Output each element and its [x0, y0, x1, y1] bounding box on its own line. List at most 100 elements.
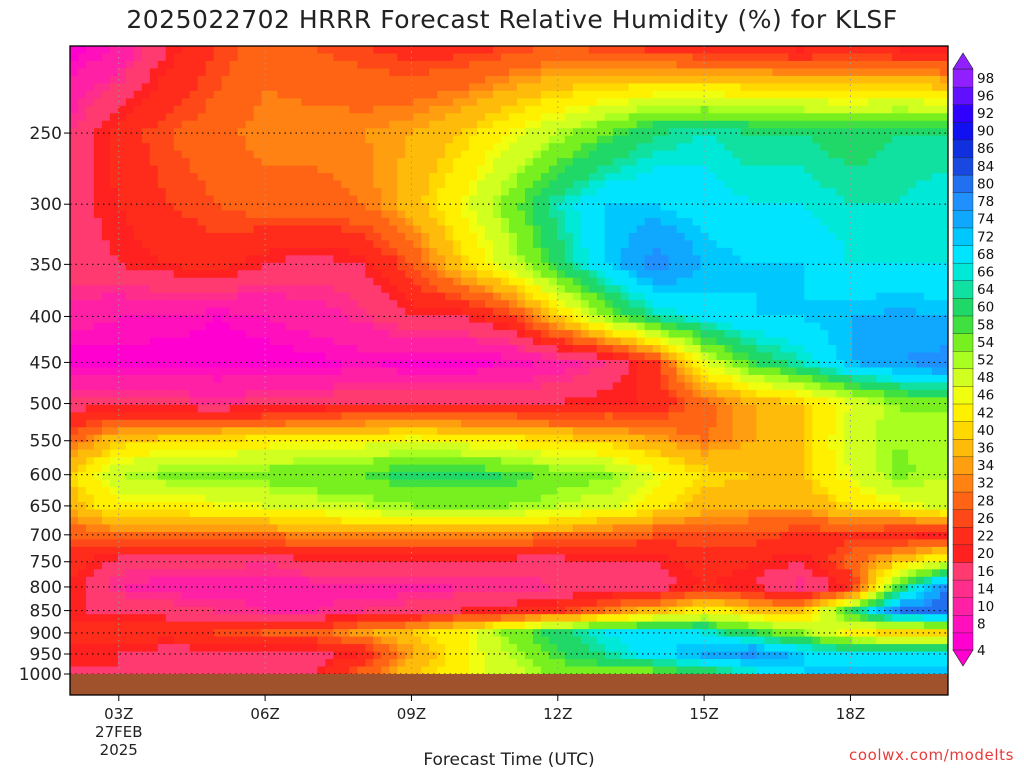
heatmap-cell: [277, 173, 287, 182]
heatmap-cell: [469, 277, 478, 286]
heatmap-cell: [772, 307, 781, 316]
heatmap-cell: [772, 285, 781, 294]
heatmap-cell: [836, 158, 845, 167]
heatmap-cell: [125, 165, 135, 174]
heatmap-cell: [556, 210, 566, 219]
heatmap-cell: [692, 195, 702, 204]
heatmap-cell: [437, 337, 446, 346]
heatmap-cell: [628, 330, 638, 339]
heatmap-cell: [477, 195, 486, 204]
heatmap-cell: [469, 292, 478, 301]
heatmap-cell: [493, 367, 502, 376]
heatmap-cell: [293, 322, 303, 331]
heatmap-cell: [397, 337, 406, 346]
heatmap-cell: [269, 232, 279, 241]
heatmap-cell: [628, 367, 638, 376]
heatmap-cell: [644, 46, 654, 55]
heatmap-cell: [820, 68, 829, 77]
heatmap-cell: [341, 68, 350, 77]
heatmap-cell: [788, 337, 797, 346]
heatmap-cell: [756, 120, 766, 129]
heatmap-cell: [365, 75, 374, 84]
heatmap-cell: [876, 352, 885, 361]
heatmap-cell: [141, 255, 151, 264]
heatmap-cell: [149, 150, 159, 159]
heatmap-cell: [373, 113, 382, 122]
heatmap-cell: [389, 165, 398, 174]
heatmap-cell: [660, 60, 670, 70]
heatmap-cell: [373, 135, 382, 144]
heatmap-cell: [221, 203, 231, 212]
heatmap-cell: [836, 180, 845, 189]
heatmap-cell: [301, 360, 311, 369]
heatmap-cell: [293, 262, 303, 271]
heatmap-cell: [405, 262, 414, 271]
heatmap-cell: [564, 150, 574, 159]
heatmap-cell: [117, 158, 127, 167]
heatmap-cell: [397, 150, 406, 159]
heatmap-cell: [692, 277, 702, 286]
heatmap-cell: [676, 322, 686, 331]
heatmap-cell: [596, 83, 606, 92]
heatmap-cell: [221, 217, 231, 227]
heatmap-cell: [365, 352, 374, 361]
heatmap-cell: [173, 382, 183, 391]
heatmap-cell: [596, 247, 606, 256]
heatmap-cell: [397, 270, 406, 279]
heatmap-cell: [540, 46, 550, 55]
heatmap-cell: [916, 210, 925, 219]
heatmap-cell: [181, 374, 191, 384]
heatmap-cell: [189, 158, 199, 167]
heatmap-cell: [844, 232, 853, 241]
heatmap-cell: [612, 90, 622, 99]
heatmap-cell: [580, 360, 590, 369]
heatmap-cell: [469, 217, 478, 227]
heatmap-cell: [365, 345, 374, 354]
heatmap-cell: [620, 247, 630, 256]
heatmap-cell: [940, 270, 948, 279]
heatmap-cell: [620, 188, 630, 197]
heatmap-cell: [125, 188, 135, 197]
heatmap-cell: [237, 210, 247, 219]
heatmap-cell: [509, 292, 518, 301]
heatmap-cell: [261, 90, 271, 99]
heatmap-cell: [876, 307, 885, 316]
heatmap-cell: [389, 300, 398, 309]
heatmap-cell: [429, 225, 438, 234]
heatmap-cell: [836, 292, 845, 301]
heatmap-cell: [924, 46, 933, 55]
heatmap-cell: [205, 360, 215, 369]
heatmap-cell: [572, 352, 582, 361]
chart-title: 2025022702 HRRR Forecast Relative Humidi…: [126, 5, 897, 34]
heatmap-cell: [852, 165, 861, 174]
heatmap-cell: [461, 217, 470, 227]
heatmap-cell: [429, 240, 438, 249]
heatmap-cell: [644, 180, 654, 189]
heatmap-cell: [652, 232, 662, 241]
heatmap-cell: [812, 68, 821, 77]
heatmap-cell: [628, 143, 638, 152]
heatmap-cell: [277, 165, 287, 174]
heatmap-cell: [133, 277, 143, 286]
heatmap-cell: [692, 262, 702, 271]
heatmap-cell: [373, 150, 382, 159]
heatmap-cell: [668, 374, 678, 384]
heatmap-cell: [756, 285, 766, 294]
heatmap-cell: [437, 307, 446, 316]
heatmap-cell: [485, 158, 494, 167]
heatmap-cell: [93, 300, 103, 309]
heatmap-cell: [756, 83, 766, 92]
heatmap-cell: [876, 367, 885, 376]
heatmap-cell: [548, 352, 558, 361]
heatmap-cell: [668, 173, 678, 182]
heatmap-cell: [628, 46, 638, 55]
heatmap-cell: [389, 203, 398, 212]
heatmap-cell: [413, 165, 422, 174]
heatmap-cell: [253, 382, 263, 391]
heatmap-cell: [932, 158, 941, 167]
heatmap-cell: [564, 165, 574, 174]
heatmap-cell: [221, 322, 231, 331]
heatmap-cell: [77, 135, 87, 144]
heatmap-cell: [540, 277, 550, 286]
heatmap-cell: [700, 337, 710, 346]
